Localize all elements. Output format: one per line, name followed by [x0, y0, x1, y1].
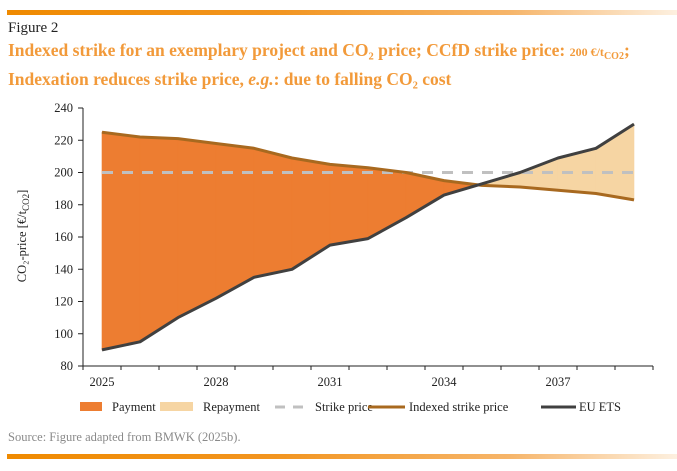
payment-area-segment — [253, 147, 293, 278]
title-text: Indexed strike for an exemplary project … — [8, 40, 570, 60]
x-tick-label: 2037 — [546, 375, 571, 389]
payment-area-segment — [177, 138, 217, 319]
payment-area-segment — [291, 157, 331, 270]
legend-label-strike-price: Strike price — [315, 400, 373, 414]
x-tick-label: 2031 — [318, 375, 343, 389]
x-tick-label: 2028 — [204, 375, 229, 389]
y-tick-label: 80 — [61, 359, 74, 373]
y-tick-label: 240 — [54, 101, 73, 115]
legend-label-eu-ets: EU ETS — [579, 400, 621, 414]
title-text-2a: Indexation reduces strike price, — [8, 69, 249, 89]
x-tick-label: 2025 — [90, 375, 115, 389]
title-strike-value: 200 €/t — [569, 45, 604, 59]
legend-label-repayment: Repayment — [203, 400, 260, 414]
y-tick-label: 200 — [54, 166, 73, 180]
title-line-1: Indexed strike for an exemplary project … — [8, 39, 630, 68]
legend-label-payment: Payment — [112, 400, 156, 414]
y-tick-label: 120 — [54, 295, 73, 309]
repayment-area-segment — [519, 157, 559, 191]
y-tick-label: 180 — [54, 198, 73, 212]
indexed-strike-price-line — [101, 130, 635, 202]
source-note: Source: Figure adapted from BMWK (2025b)… — [8, 430, 241, 444]
figure-label: Figure 2 — [8, 20, 59, 36]
legend-label-indexed-strike-price: Indexed strike price — [409, 400, 509, 414]
bottom-accent-bar — [7, 454, 677, 459]
title-punct: ; — [623, 40, 630, 60]
chart-axes: 80 100 120 140 160 180 200 220 240 2025 2028 2031 20… — [54, 101, 654, 389]
title-text-2em: e.g. — [248, 69, 274, 89]
y-axis-label: CO₂-price [€/tCO2] — [15, 190, 31, 283]
eu-ets-line — [101, 122, 635, 352]
payment-area-segment — [139, 136, 179, 343]
chart-title: Indexed strike for an exemplary project … — [8, 39, 630, 90]
x-tick-label: 2034 — [432, 375, 458, 389]
chart-areas — [101, 123, 635, 351]
y-tick-label: 140 — [54, 262, 73, 276]
top-accent-bar — [7, 10, 677, 15]
payment-area-segment — [329, 164, 369, 246]
chart-lines — [101, 122, 635, 352]
y-tick-label: 220 — [54, 133, 73, 147]
y-tick-label: 160 — [54, 230, 73, 244]
title-text-2b: : due to falling CO₂ cost — [273, 69, 452, 89]
y-tick-label: 100 — [54, 327, 73, 341]
payment-area-segment — [215, 143, 255, 299]
payment-area-segment — [101, 131, 141, 351]
legend-swatch-repayment — [160, 402, 193, 411]
title-subscript: CO2 — [603, 51, 624, 62]
title-line-2: Indexation reduces strike price, e.g.: d… — [8, 68, 630, 90]
legend-swatch-payment — [80, 402, 102, 411]
legend: Payment Repayment Strike price Indexed stri… — [80, 400, 621, 414]
